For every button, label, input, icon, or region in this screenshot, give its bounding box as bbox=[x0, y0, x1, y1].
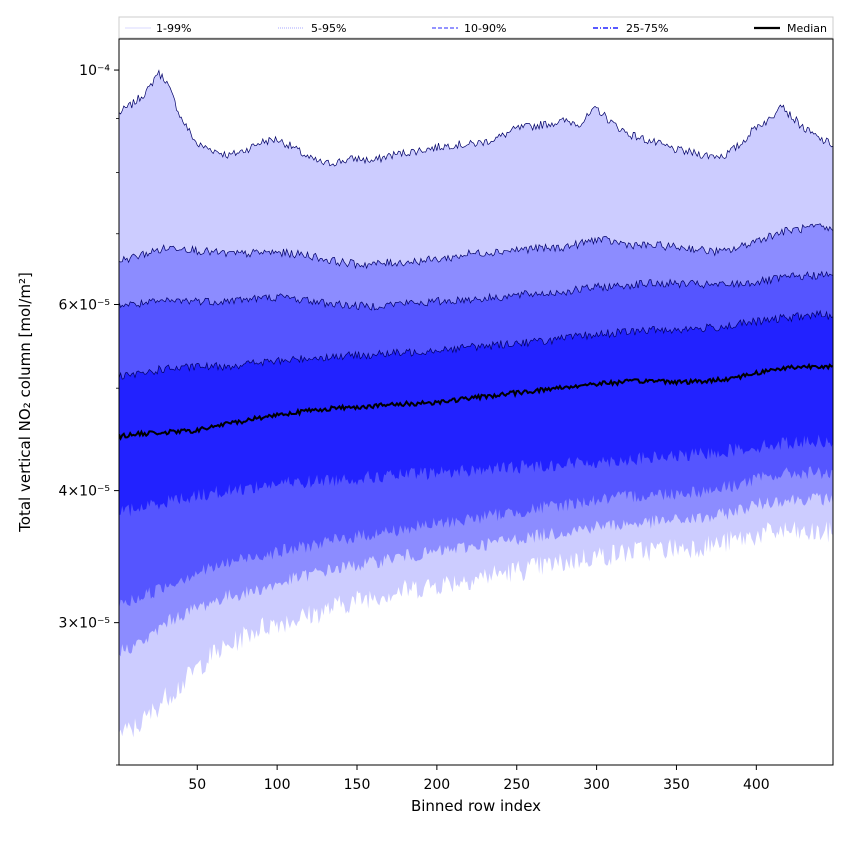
x-tick-label: 250 bbox=[503, 777, 530, 793]
y-tick-label: 4×10⁻⁵ bbox=[59, 484, 110, 500]
x-tick-label: 400 bbox=[743, 777, 770, 793]
legend: 1-99% 5-95% 10-90% 25-75% Median bbox=[118, 16, 834, 39]
legend-label: 10-90% bbox=[464, 22, 506, 35]
legend-box bbox=[118, 16, 834, 39]
y-tick-label: 3×10⁻⁵ bbox=[59, 616, 110, 632]
legend-label: 5-95% bbox=[311, 22, 346, 35]
plot-frame bbox=[118, 38, 834, 766]
x-tick-label: 150 bbox=[344, 777, 371, 793]
x-tick-label: 350 bbox=[663, 777, 690, 793]
line-layer bbox=[119, 69, 833, 441]
x-tick-label: 100 bbox=[264, 777, 291, 793]
y-axis: 10⁻⁴ 6×10⁻⁵ 4×10⁻⁵ 3×10⁻⁵ bbox=[59, 63, 119, 766]
legend-label: Median bbox=[787, 22, 827, 35]
x-axis: 50 100 150 200 250 300 350 400 bbox=[188, 765, 770, 793]
band-edge-5-95- bbox=[119, 223, 833, 270]
band-edge-10-90- bbox=[119, 270, 833, 311]
y-axis-label: Total vertical NO₂ column [mol/m²] bbox=[16, 272, 34, 533]
band-layer bbox=[119, 70, 833, 738]
band-edge-1-99- bbox=[119, 69, 833, 167]
band-25-75- bbox=[119, 310, 833, 517]
legend-label: 1-99% bbox=[156, 22, 191, 35]
legend-label: 25-75% bbox=[626, 22, 668, 35]
median-line bbox=[119, 362, 833, 441]
x-tick-label: 300 bbox=[583, 777, 610, 793]
band-edge-25-75- bbox=[119, 309, 833, 380]
x-axis-label: Binned row index bbox=[411, 797, 541, 815]
x-tick-label: 200 bbox=[423, 777, 450, 793]
y-tick-label: 6×10⁻⁵ bbox=[59, 298, 110, 314]
y-tick-label: 10⁻⁴ bbox=[79, 63, 110, 79]
x-tick-label: 50 bbox=[188, 777, 206, 793]
